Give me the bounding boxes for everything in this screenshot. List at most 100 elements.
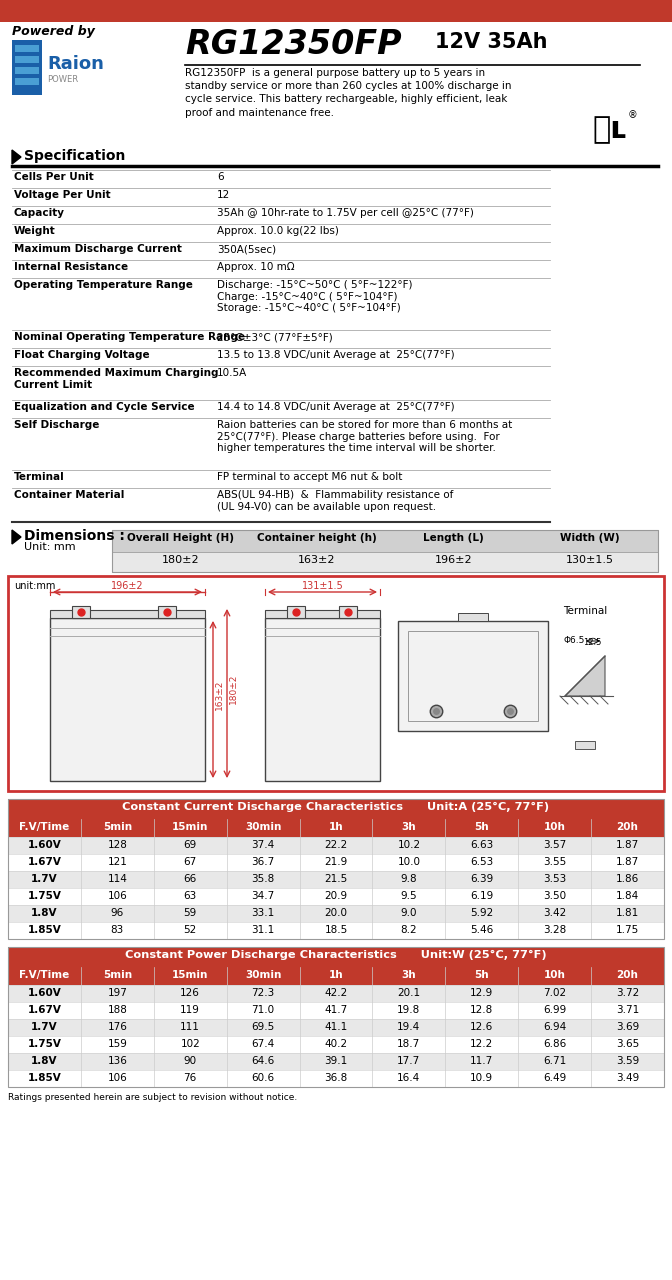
Text: 3.71: 3.71 [616,1005,639,1015]
Text: 33.1: 33.1 [251,908,275,918]
Text: 15min: 15min [172,822,208,832]
Text: Self Discharge: Self Discharge [14,420,99,430]
Text: 6.49: 6.49 [543,1073,566,1083]
Bar [8,947,664,1087]
Text: 1.8V: 1.8V [31,1056,58,1066]
Text: 21.5: 21.5 [325,874,347,884]
Text: 36.8: 36.8 [325,1073,347,1083]
Text: 6.63: 6.63 [470,840,493,850]
Bar [8,905,664,922]
Text: 3.69: 3.69 [616,1021,639,1032]
Text: F.V/Time: F.V/Time [19,970,70,980]
Text: 6.71: 6.71 [543,1056,566,1066]
Bar [8,819,664,837]
Text: 1.7V: 1.7V [31,874,58,884]
Text: 64.6: 64.6 [251,1056,275,1066]
Bar [8,799,664,940]
Text: Float Charging Voltage: Float Charging Voltage [14,349,150,360]
Bar [8,966,664,986]
Text: ⒤ʟ: ⒤ʟ [593,115,628,143]
Text: 69: 69 [183,840,197,850]
Text: 3.42: 3.42 [543,908,566,918]
Text: 71.0: 71.0 [251,1005,275,1015]
Text: 83: 83 [111,925,124,934]
Text: 3.49: 3.49 [616,1073,639,1083]
Bar [8,854,664,870]
Text: 3h: 3h [402,822,416,832]
Text: 196±2: 196±2 [111,581,144,591]
Text: RG12350FP  is a general purpose battery up to 5 years in
standby service or more: RG12350FP is a general purpose battery u… [185,68,511,118]
Bar [265,611,380,618]
Text: Overall Height (H): Overall Height (H) [127,532,234,543]
Text: 1.67V: 1.67V [28,1005,61,1015]
Text: 22.2: 22.2 [325,840,347,850]
Text: Equalization and Cycle Service: Equalization and Cycle Service [14,402,195,412]
Bar [8,1053,664,1070]
Text: 9.0: 9.0 [401,908,417,918]
Bar [15,56,39,63]
Bar [72,605,90,618]
Text: 21.9: 21.9 [325,858,347,867]
Text: 76: 76 [183,1073,197,1083]
Text: unit:mm: unit:mm [14,581,55,591]
Text: 16.4: 16.4 [397,1073,421,1083]
Text: 20h: 20h [617,970,638,980]
Bar [8,888,664,905]
Text: 37.4: 37.4 [251,840,275,850]
Text: 7.02: 7.02 [543,988,566,998]
Bar [408,631,538,721]
Text: 12.2: 12.2 [470,1039,493,1050]
Text: ®: ® [628,110,638,120]
Text: 19.4: 19.4 [397,1021,421,1032]
Text: 106: 106 [108,1073,127,1083]
Text: 159: 159 [108,1039,127,1050]
Text: 3.65: 3.65 [616,1039,639,1050]
Text: Recommended Maximum Charging
Current Limit: Recommended Maximum Charging Current Lim… [14,369,218,389]
Text: 180±2: 180±2 [161,556,199,564]
Text: 136: 136 [108,1056,127,1066]
Text: 163±2: 163±2 [215,680,224,709]
Text: 25°C±3°C (77°F±5°F): 25°C±3°C (77°F±5°F) [217,332,333,342]
Text: 90: 90 [183,1056,197,1066]
Text: 1.75V: 1.75V [28,1039,61,1050]
Text: 10.0: 10.0 [397,858,421,867]
Text: 35Ah @ 10hr-rate to 1.75V per cell @25°C (77°F): 35Ah @ 10hr-rate to 1.75V per cell @25°C… [217,207,474,218]
Text: 3.53: 3.53 [543,874,566,884]
Text: 197: 197 [108,988,127,998]
Text: 3.72: 3.72 [616,988,639,998]
Text: POWER: POWER [47,76,78,84]
Text: Raion: Raion [47,55,104,73]
Bar [50,618,205,781]
Text: 30min: 30min [245,970,282,980]
Text: 10h: 10h [544,822,566,832]
Text: 18.5: 18.5 [325,925,347,934]
Text: 126: 126 [180,988,200,998]
Text: Weight: Weight [14,227,56,236]
Text: 106: 106 [108,891,127,901]
Text: 1.86: 1.86 [616,874,639,884]
Text: 12.5: 12.5 [583,637,601,646]
Bar [15,67,39,74]
Text: 20.9: 20.9 [325,891,347,901]
Text: 111: 111 [180,1021,200,1032]
Text: 1.7V: 1.7V [31,1021,58,1032]
Text: 30min: 30min [245,822,282,832]
Text: 72.3: 72.3 [251,988,275,998]
Text: Internal Resistance: Internal Resistance [14,262,128,271]
Text: 350A(5sec): 350A(5sec) [217,244,276,253]
Bar [112,530,658,572]
Bar [8,799,664,819]
Text: 12: 12 [217,189,230,200]
Text: 5h: 5h [474,822,489,832]
Text: 14.4 to 14.8 VDC/unit Average at  25°C(77°F): 14.4 to 14.8 VDC/unit Average at 25°C(77… [217,402,455,412]
Text: 13.5 to 13.8 VDC/unit Average at  25°C(77°F): 13.5 to 13.8 VDC/unit Average at 25°C(77… [217,349,455,360]
Text: Φ6.5: Φ6.5 [563,636,585,645]
Text: 20.1: 20.1 [397,988,421,998]
Text: Maximum Discharge Current: Maximum Discharge Current [14,244,182,253]
Text: 20.0: 20.0 [325,908,347,918]
Text: 6: 6 [217,172,224,182]
Bar [8,870,664,888]
Text: 180±2: 180±2 [229,673,238,704]
Text: 10.5A: 10.5A [217,369,247,378]
Text: 1.85V: 1.85V [28,925,61,934]
